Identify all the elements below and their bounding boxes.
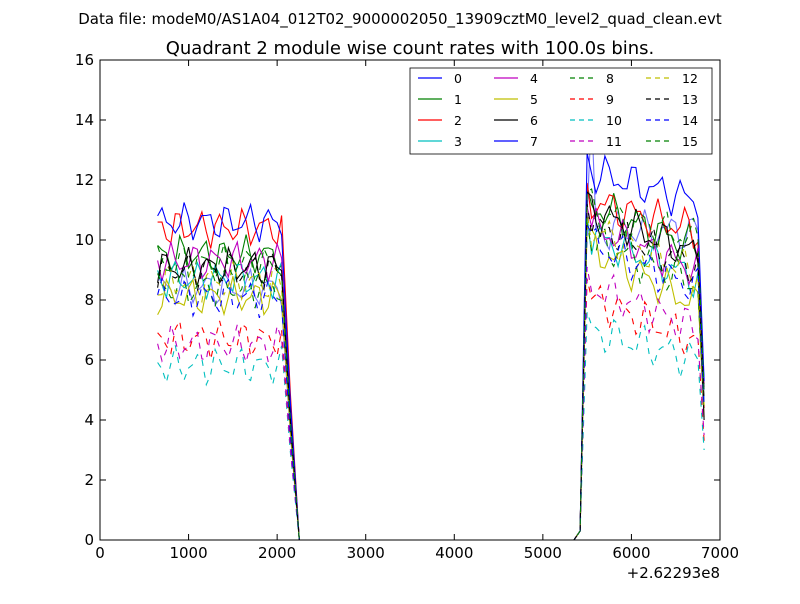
- axis-ticks: 0 1000 2000 3000 4000 5000 6000 700002468101214…: [75, 51, 739, 562]
- series-line-14: [157, 222, 705, 541]
- y-tick-label: 14: [75, 111, 94, 129]
- legend-label-2: 2: [454, 113, 462, 128]
- y-tick-label: 8: [84, 291, 94, 309]
- y-tick-label: 10: [75, 231, 94, 249]
- series-line-8: [157, 221, 705, 541]
- x-tick-label: 7000: [701, 544, 739, 562]
- series-line-4: [157, 206, 705, 541]
- series-line-11: [157, 266, 705, 541]
- legend-frame: [409, 67, 713, 155]
- y-tick-label: 2: [84, 471, 94, 489]
- series-line-1: [157, 185, 705, 541]
- series-line-9: [157, 278, 705, 541]
- legend-label-14: 14: [682, 113, 698, 128]
- y-tick-label: 6: [84, 351, 94, 369]
- legend-label-13: 13: [682, 92, 698, 107]
- x-tick-label: 4000: [435, 544, 473, 562]
- series-line-3: [157, 215, 705, 541]
- legend-label-9: 9: [606, 92, 614, 107]
- series-line-10: [157, 311, 705, 541]
- x-tick-label: 0: [95, 544, 105, 562]
- x-tick-label: 2000: [258, 544, 296, 562]
- legend-label-10: 10: [606, 113, 622, 128]
- legend-label-15: 15: [682, 134, 698, 149]
- y-tick-label: 0: [84, 531, 94, 549]
- legend-label-12: 12: [682, 71, 698, 86]
- series-line-12: [157, 209, 705, 541]
- legend-label-3: 3: [454, 134, 462, 149]
- legend-label-1: 1: [454, 92, 462, 107]
- legend-label-7: 7: [530, 134, 538, 149]
- series-line-0: [157, 113, 705, 541]
- x-tick-label: 5000: [524, 544, 562, 562]
- series-line-6: [157, 190, 705, 541]
- legend-label-5: 5: [530, 92, 538, 107]
- x-offset-label: +2.62293e8: [627, 564, 720, 582]
- y-tick-label: 16: [75, 51, 94, 69]
- y-tick-label: 12: [75, 171, 94, 189]
- series-layer: [157, 113, 705, 541]
- x-tick-label: 6000: [612, 544, 650, 562]
- chart-title: Quadrant 2 module wise count rates with …: [166, 38, 655, 59]
- legend-label-6: 6: [530, 113, 538, 128]
- x-tick-label: 1000: [169, 544, 207, 562]
- legend-label-0: 0: [454, 71, 462, 86]
- legend-label-8: 8: [606, 71, 614, 86]
- legend-label-11: 11: [606, 134, 622, 149]
- legend-label-4: 4: [530, 71, 538, 86]
- x-tick-label: 3000: [347, 544, 385, 562]
- chart-suptitle: Data file: modeM0/AS1A04_012T02_90000020…: [78, 10, 722, 29]
- series-line-15: [157, 188, 705, 541]
- y-tick-label: 4: [84, 411, 94, 429]
